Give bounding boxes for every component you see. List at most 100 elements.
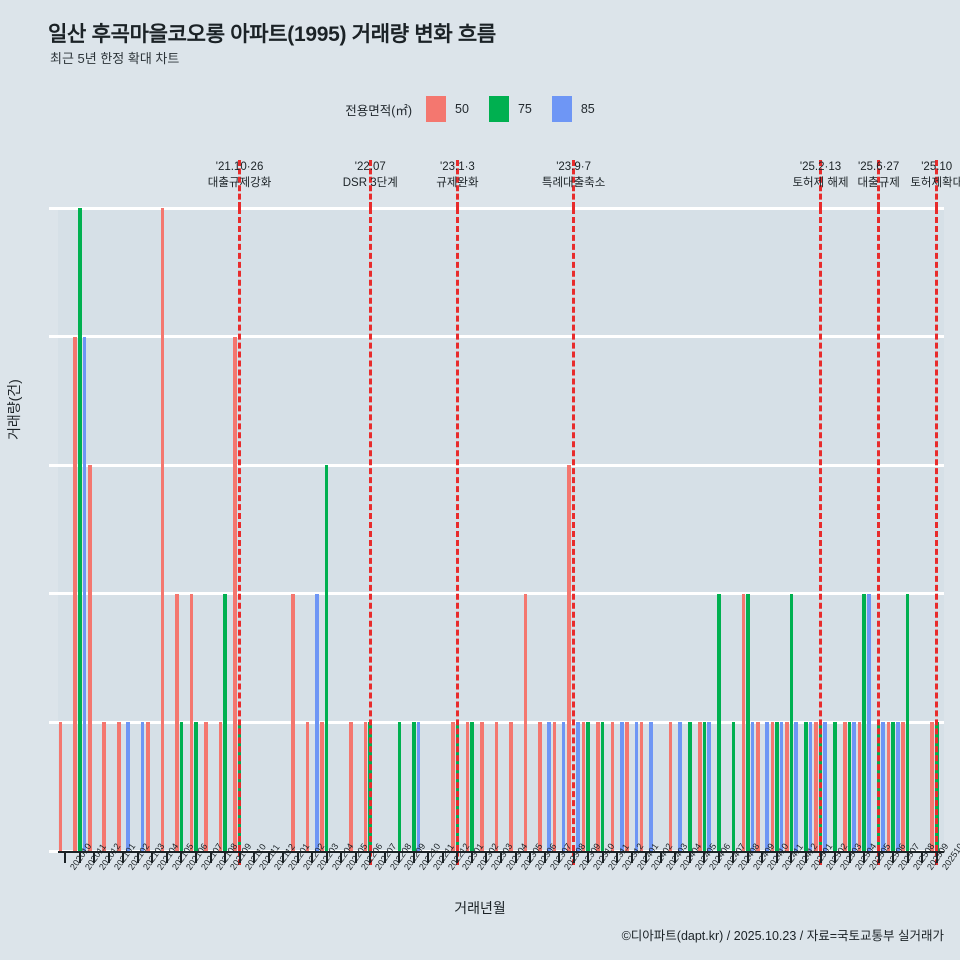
event-line-202110	[238, 208, 244, 851]
bar[interactable]	[804, 722, 808, 851]
bar[interactable]	[291, 593, 295, 851]
bar[interactable]	[538, 722, 542, 851]
bar[interactable]	[480, 722, 484, 851]
bar[interactable]	[746, 593, 750, 851]
bar[interactable]	[891, 722, 895, 851]
bar[interactable]	[697, 722, 702, 851]
bar[interactable]	[233, 336, 237, 851]
bar[interactable]	[509, 722, 513, 851]
bar[interactable]	[576, 722, 581, 851]
bar[interactable]	[639, 722, 644, 851]
bar[interactable]	[808, 722, 813, 851]
bar[interactable]	[552, 722, 557, 851]
bar[interactable]	[634, 722, 639, 851]
bar[interactable]	[77, 208, 82, 851]
bar[interactable]	[58, 722, 63, 851]
bar[interactable]	[561, 722, 566, 851]
bar[interactable]	[465, 722, 470, 851]
bar[interactable]	[581, 722, 586, 851]
bar[interactable]	[717, 593, 721, 851]
bar[interactable]	[194, 722, 198, 851]
legend-item-75[interactable]: 75	[488, 96, 532, 122]
bar[interactable]	[349, 722, 353, 851]
bar[interactable]	[789, 593, 794, 851]
bar[interactable]	[862, 593, 866, 851]
bar[interactable]	[750, 722, 755, 851]
plot-area	[49, 206, 944, 853]
bar[interactable]	[668, 722, 673, 851]
bar[interactable]	[314, 593, 319, 851]
bar[interactable]	[146, 722, 150, 851]
bar[interactable]	[901, 722, 905, 851]
bar[interactable]	[707, 722, 711, 851]
bar[interactable]	[363, 722, 368, 851]
bar[interactable]	[179, 722, 184, 851]
bar[interactable]	[87, 465, 92, 851]
bar[interactable]	[930, 722, 934, 851]
bar[interactable]	[779, 722, 784, 851]
bar[interactable]	[596, 722, 600, 851]
bar[interactable]	[610, 722, 615, 851]
bar[interactable]	[794, 722, 798, 851]
bar[interactable]	[765, 722, 769, 851]
bar[interactable]	[785, 722, 789, 851]
bar[interactable]	[625, 722, 629, 851]
bar[interactable]	[847, 722, 852, 851]
bar[interactable]	[905, 593, 910, 851]
bar[interactable]	[866, 593, 871, 851]
bar[interactable]	[126, 722, 130, 851]
bar[interactable]	[223, 593, 227, 851]
bar[interactable]	[160, 208, 165, 851]
bar[interactable]	[814, 722, 818, 851]
bar[interactable]	[756, 722, 760, 851]
bar[interactable]	[731, 722, 736, 851]
bar[interactable]	[702, 722, 707, 851]
bar[interactable]	[770, 722, 775, 851]
bar[interactable]	[204, 722, 208, 851]
bar[interactable]	[140, 722, 145, 851]
bar[interactable]	[649, 722, 653, 851]
bar[interactable]	[320, 722, 324, 851]
bar[interactable]	[523, 593, 528, 851]
bar[interactable]	[895, 722, 900, 851]
bar[interactable]	[416, 722, 421, 851]
bar[interactable]	[451, 722, 455, 851]
bar[interactable]	[175, 593, 179, 851]
bar[interactable]	[843, 722, 847, 851]
legend-item-85[interactable]: 85	[551, 96, 595, 122]
bar[interactable]	[600, 722, 605, 851]
bar[interactable]	[324, 465, 329, 851]
bar[interactable]	[412, 722, 416, 851]
bar[interactable]	[102, 722, 107, 851]
bar[interactable]	[852, 722, 856, 851]
bar[interactable]	[678, 722, 682, 851]
bar[interactable]	[741, 593, 746, 851]
bar[interactable]	[547, 722, 551, 851]
bar[interactable]	[82, 336, 87, 851]
bar[interactable]	[775, 722, 779, 851]
bar[interactable]	[833, 722, 837, 851]
legend-swatch-50	[426, 96, 447, 122]
x-tick-mark	[238, 851, 241, 863]
y-tick-mark-4	[49, 335, 58, 339]
bar[interactable]	[857, 722, 862, 851]
bar[interactable]	[688, 722, 692, 851]
bar[interactable]	[619, 722, 624, 851]
bar[interactable]	[470, 722, 474, 851]
bar[interactable]	[397, 722, 402, 851]
bar[interactable]	[823, 722, 827, 851]
bar[interactable]	[218, 722, 223, 851]
bar[interactable]	[586, 722, 590, 851]
x-tick-mark	[761, 851, 764, 863]
bar[interactable]	[73, 336, 77, 851]
bar[interactable]	[881, 722, 886, 851]
x-tick-mark	[892, 851, 895, 863]
bar[interactable]	[567, 465, 571, 851]
bar[interactable]	[189, 593, 194, 851]
x-tick-mark	[688, 851, 691, 863]
bar[interactable]	[494, 722, 499, 851]
bar[interactable]	[305, 722, 310, 851]
legend-item-50[interactable]: 50	[426, 96, 469, 122]
bar[interactable]	[116, 722, 121, 851]
bar[interactable]	[886, 722, 891, 851]
